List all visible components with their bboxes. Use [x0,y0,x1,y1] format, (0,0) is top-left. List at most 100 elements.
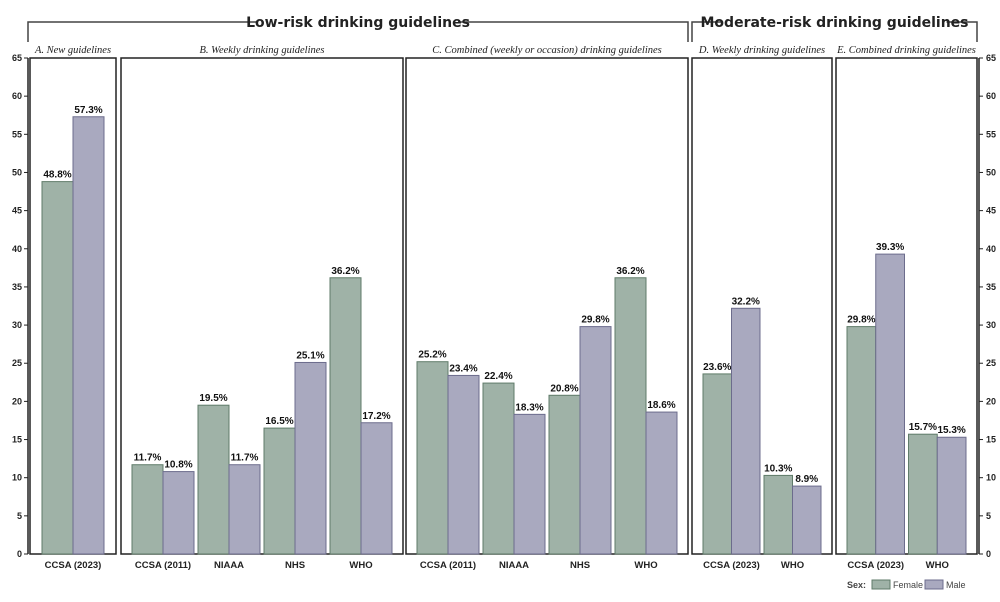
data-label-female: 22.4% [484,371,512,382]
group-bracket [691,21,978,42]
y-tick-label-right: 50 [986,167,996,177]
data-label-female: 48.8% [43,170,71,181]
panel-frame [691,57,833,555]
bar-female [548,394,581,555]
x-tick-label: CCSA (2023) [45,560,102,571]
data-label-male: 57.3% [74,105,102,116]
data-label-male: 11.7% [231,453,259,464]
y-tick-label-right: 10 [986,473,996,483]
bar-female [614,277,647,555]
data-label-female: 15.7% [909,422,937,433]
x-tick-label: WHO [349,560,372,571]
group-bracket [27,21,689,42]
data-label-male: 18.6% [647,400,675,411]
bar-male [645,411,678,555]
bar-female [482,382,515,555]
x-tick-label: NIAAA [499,560,529,571]
bar-male [228,464,261,555]
bar-female [263,427,296,555]
y-tick-label-right: 65 [986,53,996,63]
y-tick-label-left: 55 [12,129,22,139]
bar-male [875,253,905,555]
y-tick-label-left: 5 [17,511,22,521]
data-label-female: 19.5% [199,393,227,404]
panel-frame [835,57,978,555]
x-tick-label: WHO [926,560,949,571]
x-tick-label: NHS [285,560,305,571]
data-label-female: 29.8% [847,315,875,326]
y-tick-label-left: 0 [17,549,22,559]
bar-male [72,116,105,555]
y-tick-label-right: 25 [986,358,996,368]
bar-male [513,413,546,555]
bar-male [579,326,612,555]
y-tick-label-left: 25 [12,358,22,368]
bar-male [936,436,967,555]
y-tick-label-right: 60 [986,91,996,101]
panel-frame [120,57,404,555]
y-tick-label-left: 60 [12,91,22,101]
y-tick-label-left: 35 [12,282,22,292]
bar-female [41,181,74,555]
bar-female [702,373,732,555]
x-tick-label: WHO [634,560,657,571]
x-tick-label: WHO [781,560,804,571]
legend-swatch-male [924,579,944,590]
data-label-male: 17.2% [362,411,390,422]
bar-female [131,464,164,555]
bar-male [162,471,195,555]
legend-label-female: Female [893,580,923,590]
panel-frame [405,57,689,555]
legend-title: Sex: [847,580,866,590]
bar-female [197,404,230,555]
y-tick-label-right: 0 [986,549,991,559]
data-label-female: 25.2% [418,350,446,361]
group-title: Low-risk drinking guidelines [246,15,470,31]
legend-swatch-female [871,579,891,590]
y-tick-label-left: 15 [12,435,22,445]
bar-female [416,361,449,555]
legend-label-male: Male [946,580,966,590]
data-label-female: 20.8% [550,383,578,394]
y-tick-label-left: 65 [12,53,22,63]
bar-male [792,485,822,555]
y-tick-label-right: 30 [986,320,996,330]
data-label-male: 10.8% [164,460,192,471]
data-label-female: 10.3% [764,463,792,474]
y-tick-label-left: 30 [12,320,22,330]
bar-male [360,422,393,555]
group-title: Moderate-risk drinking guidelines [701,15,969,31]
data-label-male: 29.8% [581,315,609,326]
bar-male [294,361,327,555]
bar-female [908,433,938,555]
y-tick-label-left: 40 [12,244,22,254]
y-tick-label-right: 45 [986,206,996,216]
x-tick-label: NHS [570,560,590,571]
data-label-female: 36.2% [616,266,644,277]
bar-female [846,326,877,555]
panel-title: B. Weekly drinking guidelines [200,45,325,56]
data-label-male: 39.3% [876,242,904,253]
panel-title: C. Combined (weekly or occasion) drinkin… [432,45,662,56]
data-label-male: 32.2% [732,296,760,307]
data-label-male: 18.3% [515,402,543,413]
x-tick-label: CCSA (2023) [703,560,760,571]
y-tick-label-right: 5 [986,511,991,521]
panel-title: D. Weekly drinking guidelines [698,45,825,56]
x-tick-label: NIAAA [214,560,244,571]
bar-female [329,277,362,555]
y-tick-label-right: 20 [986,396,996,406]
data-label-male: 8.9% [795,474,818,485]
bar-male [447,374,480,555]
panel-title: A. New guidelines [34,45,111,56]
y-tick-label-left: 10 [12,473,22,483]
y-tick-label-right: 15 [986,435,996,445]
panel-title: E. Combined drinking guidelines [836,45,976,56]
bar-female [763,474,793,555]
data-label-male: 25.1% [296,350,324,361]
data-label-female: 11.7% [134,453,162,464]
y-tick-label-left: 50 [12,167,22,177]
data-label-female: 36.2% [331,266,359,277]
data-label-female: 16.5% [265,416,293,427]
